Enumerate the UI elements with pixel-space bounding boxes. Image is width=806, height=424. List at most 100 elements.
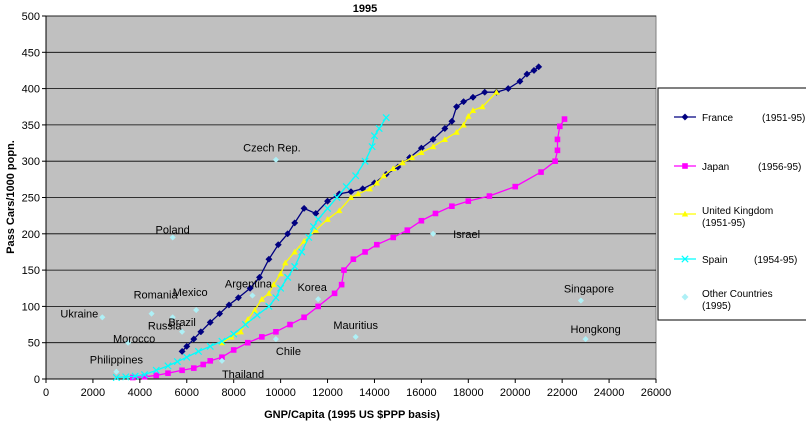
x-tick-label: 12000 [312, 387, 343, 399]
other-country-point-morocco [124, 339, 132, 346]
france-point [197, 328, 205, 336]
x-tick-label: 26000 [641, 387, 672, 399]
united-kingdom-point [251, 306, 259, 313]
france-point [178, 347, 186, 355]
y-tick-label: 450 [22, 47, 40, 59]
x-tick-label: 24000 [594, 387, 625, 399]
spain-point [230, 330, 238, 338]
france-point [225, 301, 233, 309]
legend-years: (1951-95) [762, 113, 805, 124]
legend-item-france: France (1951-95) [674, 113, 805, 124]
spain-point [375, 124, 383, 133]
x-tick-label: 16000 [406, 387, 437, 399]
france-point [523, 70, 531, 78]
united-kingdom-point [465, 112, 472, 119]
japan-point [219, 354, 225, 361]
x-tick-label: 20000 [500, 387, 531, 399]
x-tick-label: 10000 [265, 387, 296, 399]
y-tick-label: 300 [22, 156, 40, 168]
united-kingdom-point [479, 103, 486, 110]
japan-point [191, 365, 197, 371]
japan-point [130, 374, 136, 381]
france-point [323, 197, 332, 205]
united-kingdom-point [354, 190, 362, 197]
legend: France (1951-95) Japan (1956-95) United King… [657, 87, 806, 321]
country-label-hongkong: Hongkong [571, 324, 621, 336]
legend-years: (1956-95) [758, 162, 801, 173]
france-point [448, 117, 456, 125]
france-point [516, 77, 524, 85]
x-tick-label: 8000 [221, 387, 245, 399]
united-kingdom-point [218, 339, 226, 346]
japan-point [538, 169, 544, 175]
y-tick-label: 200 [22, 229, 40, 241]
japan-point [341, 267, 347, 273]
japan-point [207, 358, 214, 364]
spain-point [323, 204, 332, 213]
country-label-russia: Russia [148, 320, 183, 332]
japan-point [554, 136, 561, 143]
france-point [535, 63, 543, 71]
legend-label: Spain [702, 255, 728, 266]
france-point [255, 273, 264, 281]
series-layer [112, 63, 568, 382]
france-point [469, 93, 477, 101]
country-label-mexico: Mexico [173, 287, 208, 299]
france-point [190, 335, 198, 343]
spain-point [194, 347, 203, 356]
united-kingdom-point [265, 290, 273, 296]
spain-point [291, 262, 299, 271]
spain-point [305, 233, 313, 242]
country-label-czech-rep: Czech Rep. [243, 143, 300, 155]
france-point [481, 88, 489, 96]
spain-point [298, 248, 306, 256]
legend-label: United Kingdom [702, 206, 773, 217]
legend-marker [681, 210, 689, 217]
france-point [394, 163, 402, 171]
japan-point [486, 193, 493, 199]
legend-years: (1995) [702, 301, 731, 312]
japan-point [165, 370, 171, 376]
japan-point [331, 290, 338, 297]
japan-point [244, 339, 251, 346]
legend-item-other-countries: Other Countries(1995) [681, 289, 773, 312]
united-kingdom-point [282, 259, 289, 266]
japan-point [561, 116, 568, 122]
united-kingdom-point [390, 165, 397, 172]
united-kingdom-point [441, 136, 449, 142]
spain-point [140, 371, 149, 379]
united-kingdom-point [347, 194, 355, 201]
legend-label: Other Countries [702, 289, 773, 300]
united-kingdom-point [277, 270, 284, 277]
country-label-poland: Poland [156, 224, 190, 236]
legend-years: (1954-95) [754, 255, 797, 266]
legend-marker [682, 163, 688, 169]
france-point [291, 219, 299, 227]
japan-point [512, 183, 519, 190]
country-label-philippines: Philippines [90, 355, 144, 367]
other-country-point-mexico [193, 306, 200, 314]
country-label-ukraine: Ukraine [60, 308, 98, 320]
legend-item-spain: Spain (1954-95) [674, 255, 797, 266]
france-point [284, 230, 292, 238]
other-country-point-korea [315, 295, 322, 303]
other-country-point-chile [272, 335, 280, 343]
legend-marker [681, 255, 689, 263]
y-tick-label: 350 [22, 120, 40, 132]
x-axis-title: GNP/Capita (1995 US $PPP basis) [264, 409, 440, 421]
united-kingdom-point [429, 143, 437, 150]
japan-point [418, 217, 425, 224]
japan-point [390, 234, 397, 241]
france-point [453, 103, 461, 111]
france-point [234, 294, 242, 302]
x-tick-label: 4000 [128, 387, 152, 399]
other-country-point-brazil [178, 328, 186, 335]
x-tick-label: 6000 [175, 387, 199, 399]
united-kingdom-point [324, 216, 331, 222]
france-point [274, 241, 282, 249]
spain-point [122, 373, 130, 381]
other-country-point-israel [429, 230, 437, 237]
united-kingdom-point [312, 226, 320, 233]
united-kingdom-point [300, 237, 308, 244]
